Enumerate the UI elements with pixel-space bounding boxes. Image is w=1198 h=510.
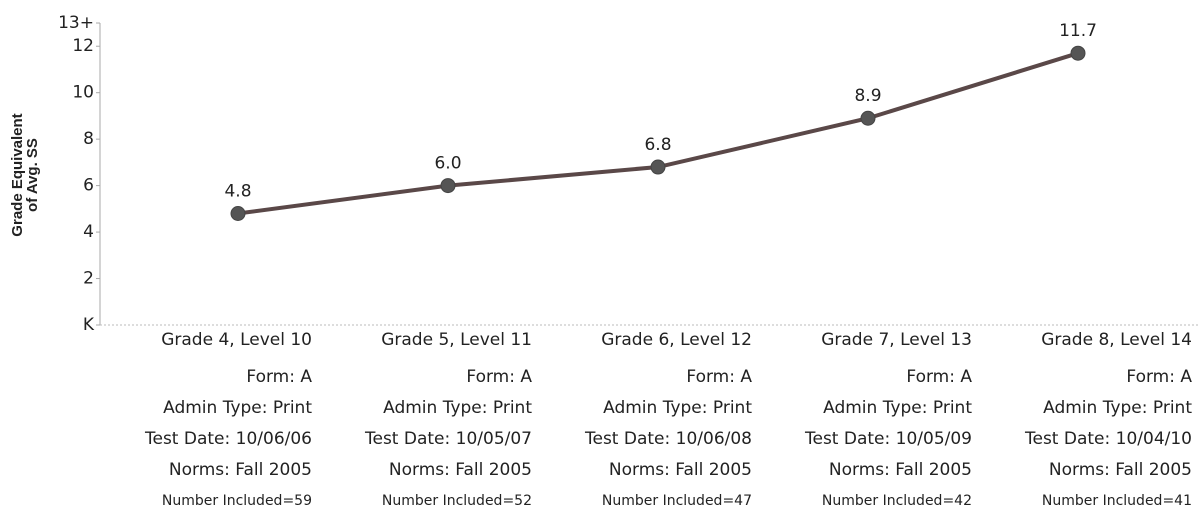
y-tick-label: 4 <box>83 222 94 242</box>
x-tick-label: Grade 8, Level 14 <box>1041 330 1192 350</box>
category-detail: Test Date: 10/04/10 <box>1024 429 1192 449</box>
category-detail: Form: A <box>466 367 532 387</box>
category-detail: Admin Type: Print <box>823 398 972 418</box>
data-label: 11.7 <box>1059 21 1097 41</box>
x-tick-label: Grade 5, Level 11 <box>381 330 532 350</box>
data-line <box>237 51 1079 216</box>
category-detail: Form: A <box>246 367 312 387</box>
y-tick-label: 13+ <box>58 13 94 33</box>
data-label: 4.8 <box>224 181 251 201</box>
category-detail: Admin Type: Print <box>163 398 312 418</box>
category-detail: Admin Type: Print <box>383 398 532 418</box>
category-detail: Norms: Fall 2005 <box>609 460 752 480</box>
data-point <box>230 205 246 221</box>
y-tick-label: 12 <box>72 36 94 56</box>
y-tick-label: 2 <box>83 269 94 289</box>
y-axis-label: Grade Equivalent <box>9 113 26 236</box>
category-detail: Admin Type: Print <box>1043 398 1192 418</box>
y-tick-label: K <box>83 315 95 335</box>
category-detail: Test Date: 10/06/08 <box>584 429 752 449</box>
x-tick-label: Grade 6, Level 12 <box>601 330 752 350</box>
y-tick-label: 8 <box>83 129 94 149</box>
data-label: 6.8 <box>644 135 671 155</box>
category-detail: Admin Type: Print <box>603 398 752 418</box>
category-detail: Form: A <box>686 367 752 387</box>
data-point <box>440 178 456 194</box>
category-detail: Norms: Fall 2005 <box>1049 460 1192 480</box>
data-label: 8.9 <box>854 86 881 106</box>
x-tick-label: Grade 7, Level 13 <box>821 330 972 350</box>
category-detail: Number Included=41 <box>1042 493 1192 509</box>
data-point <box>860 110 876 126</box>
category-detail: Number Included=52 <box>382 493 532 509</box>
y-axis-label: of Avg. SS <box>24 138 41 212</box>
data-label: 6.0 <box>434 154 461 174</box>
y-tick-label: 10 <box>72 83 94 103</box>
category-detail: Number Included=47 <box>602 493 752 509</box>
category-detail: Number Included=42 <box>822 493 972 509</box>
category-detail: Form: A <box>1126 367 1192 387</box>
category-detail: Norms: Fall 2005 <box>389 460 532 480</box>
category-detail: Number Included=59 <box>162 493 312 509</box>
y-tick-label: 6 <box>83 176 94 196</box>
category-detail: Norms: Fall 2005 <box>169 460 312 480</box>
category-detail: Norms: Fall 2005 <box>829 460 972 480</box>
category-detail: Test Date: 10/06/06 <box>144 429 312 449</box>
data-point <box>650 159 666 175</box>
data-point <box>1070 45 1086 61</box>
category-detail: Form: A <box>906 367 972 387</box>
category-detail: Test Date: 10/05/07 <box>364 429 532 449</box>
x-tick-label: Grade 4, Level 10 <box>161 330 312 350</box>
category-detail: Test Date: 10/05/09 <box>804 429 972 449</box>
